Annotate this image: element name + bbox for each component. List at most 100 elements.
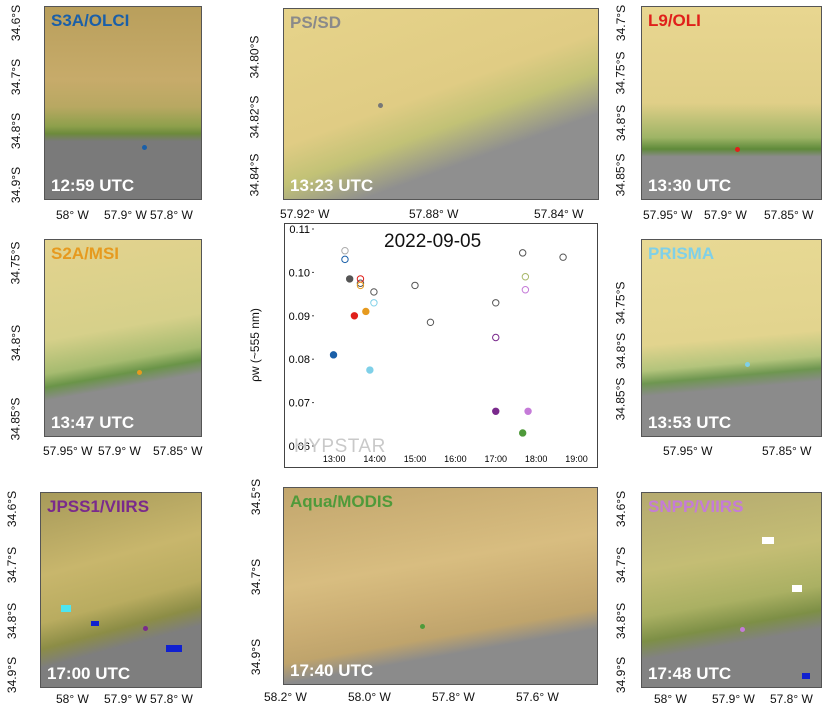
sensor-label: PS/SD xyxy=(290,13,342,32)
time-label: 13:47 UTC xyxy=(51,413,135,432)
x-tick: 57.9° W xyxy=(104,692,147,706)
sensor-label: S3A/OLCI xyxy=(51,11,130,30)
y-tick: 34.85°S xyxy=(613,377,628,421)
map-panel-s2a-msi: S2A/MSI 13:47 UTC xyxy=(44,239,202,437)
data-point xyxy=(370,299,378,307)
y-tick: 34.9°S xyxy=(5,656,20,694)
y-tick-label: 0.08 xyxy=(289,354,310,366)
chart-panel: 0.06 0.07 0.08 0.09 0.10 0.11 13:00 14:00 15:00 1… xyxy=(284,223,598,468)
data-point xyxy=(426,318,435,327)
time-label: 13:23 UTC xyxy=(290,176,374,195)
pixel-flag-blue xyxy=(91,621,99,626)
y-tick: 34.8°S xyxy=(614,602,629,640)
satellite-image xyxy=(642,493,821,687)
y-tick: 34.6°S xyxy=(614,490,629,528)
y-tick: 34.75°S xyxy=(613,51,628,95)
y-tick-label: 0.11 xyxy=(289,224,310,236)
satellite-image xyxy=(642,240,821,436)
x-tick: 57.84° W xyxy=(534,207,584,221)
y-tick: 34.7°S xyxy=(614,4,629,42)
x-tick: 57.95° W xyxy=(663,444,713,458)
x-tick-label: 14:00 xyxy=(363,454,386,464)
data-point xyxy=(329,351,338,359)
data-point xyxy=(366,366,374,374)
data-point xyxy=(518,249,527,257)
data-point xyxy=(411,281,419,290)
site-marker xyxy=(735,147,740,152)
time-label: 17:48 UTC xyxy=(648,664,732,683)
data-point xyxy=(341,255,349,264)
data-point xyxy=(518,429,527,437)
chart-title: 2022-09-05 xyxy=(384,231,482,252)
data-point xyxy=(492,299,500,307)
data-point xyxy=(362,307,370,316)
scatter-chart: 0.06 0.07 0.08 0.09 0.10 0.11 13:00 14:00 15:00 1… xyxy=(284,223,598,468)
x-tick-label: 15:00 xyxy=(404,454,427,464)
y-tick-label: 0.09 xyxy=(289,311,310,323)
satellite-image xyxy=(284,488,597,684)
sensor-label: PRISMA xyxy=(648,244,715,263)
y-axis-label: ρw (~555 nm) xyxy=(247,308,262,382)
site-marker xyxy=(137,370,142,375)
y-tick: 34.84°S xyxy=(247,153,262,197)
x-tick: 58.2° W xyxy=(264,690,307,704)
map-panel-aqua-modis: Aqua/MODIS 17:40 UTC xyxy=(283,487,598,685)
y-tick: 34.75°S xyxy=(613,281,628,325)
satellite-image xyxy=(41,493,201,687)
site-marker xyxy=(420,624,425,629)
satellite-image xyxy=(45,7,201,199)
map-panel-jpss1-viirs: JPSS1/VIIRS 17:00 UTC xyxy=(40,492,202,688)
x-tick: 57.92° W xyxy=(280,207,330,221)
map-panel-snpp-viirs: SNPP/VIIRS 17:48 UTC xyxy=(641,492,822,688)
x-tick: 58° W xyxy=(56,692,89,706)
y-tick: 34.8°S xyxy=(9,112,24,150)
x-tick: 57.6° W xyxy=(516,690,559,704)
time-label: 13:30 UTC xyxy=(648,176,732,195)
y-tick: 34.8°S xyxy=(9,324,24,362)
y-tick-label: 0.07 xyxy=(289,398,310,410)
y-tick: 34.75°S xyxy=(8,241,23,285)
x-tick: 57.8° W xyxy=(150,692,193,706)
pixel-flag-blue xyxy=(166,645,182,652)
site-marker xyxy=(740,627,745,632)
x-tick-label: 17:00 xyxy=(484,454,507,464)
y-tick-label: 0.10 xyxy=(289,267,310,279)
x-tick: 57.85° W xyxy=(153,444,203,458)
y-tick: 34.8°S xyxy=(5,602,20,640)
cloud-mask-pixel xyxy=(762,537,774,544)
data-point xyxy=(356,281,365,290)
x-tick-label: 16:00 xyxy=(444,454,467,464)
site-marker xyxy=(142,145,147,150)
map-panel-ps-sd: PS/SD 13:23 UTC xyxy=(283,8,599,200)
y-tick: 34.8°S xyxy=(614,104,629,142)
data-point xyxy=(492,333,500,342)
x-tick: 58° W xyxy=(56,208,89,222)
pixel-flag-cyan xyxy=(61,605,71,612)
data-point xyxy=(492,407,500,415)
sensor-label: L9/OLI xyxy=(648,11,701,30)
x-tick: 57.95° W xyxy=(643,208,693,222)
sensor-label: SNPP/VIIRS xyxy=(648,497,744,516)
data-point xyxy=(521,286,530,294)
x-tick: 57.88° W xyxy=(409,207,459,221)
map-panel-l9-oli: L9/OLI 13:30 UTC xyxy=(641,6,822,200)
y-tick: 34.5°S xyxy=(249,478,264,516)
time-label: 12:59 UTC xyxy=(51,176,135,195)
y-tick: 34.85°S xyxy=(613,153,628,197)
data-point xyxy=(559,253,567,261)
sensor-label: S2A/MSI xyxy=(51,244,120,263)
x-tick: 58.0° W xyxy=(348,690,391,704)
time-label: 17:40 UTC xyxy=(290,661,374,680)
site-marker xyxy=(378,103,383,108)
site-marker xyxy=(143,626,148,631)
y-tick-label: 0.06 xyxy=(289,441,310,453)
x-tick: 57.9° W xyxy=(712,692,755,706)
x-tick: 57.85° W xyxy=(764,208,814,222)
y-tick: 34.7°S xyxy=(5,546,20,584)
y-tick: 34.6°S xyxy=(9,4,24,42)
y-tick: 34.7°S xyxy=(9,58,24,96)
sensor-label: Aqua/MODIS xyxy=(290,492,393,511)
y-tick: 34.85°S xyxy=(8,397,23,441)
data-point xyxy=(341,247,349,255)
map-panel-prisma: PRISMA 13:53 UTC xyxy=(641,239,822,437)
